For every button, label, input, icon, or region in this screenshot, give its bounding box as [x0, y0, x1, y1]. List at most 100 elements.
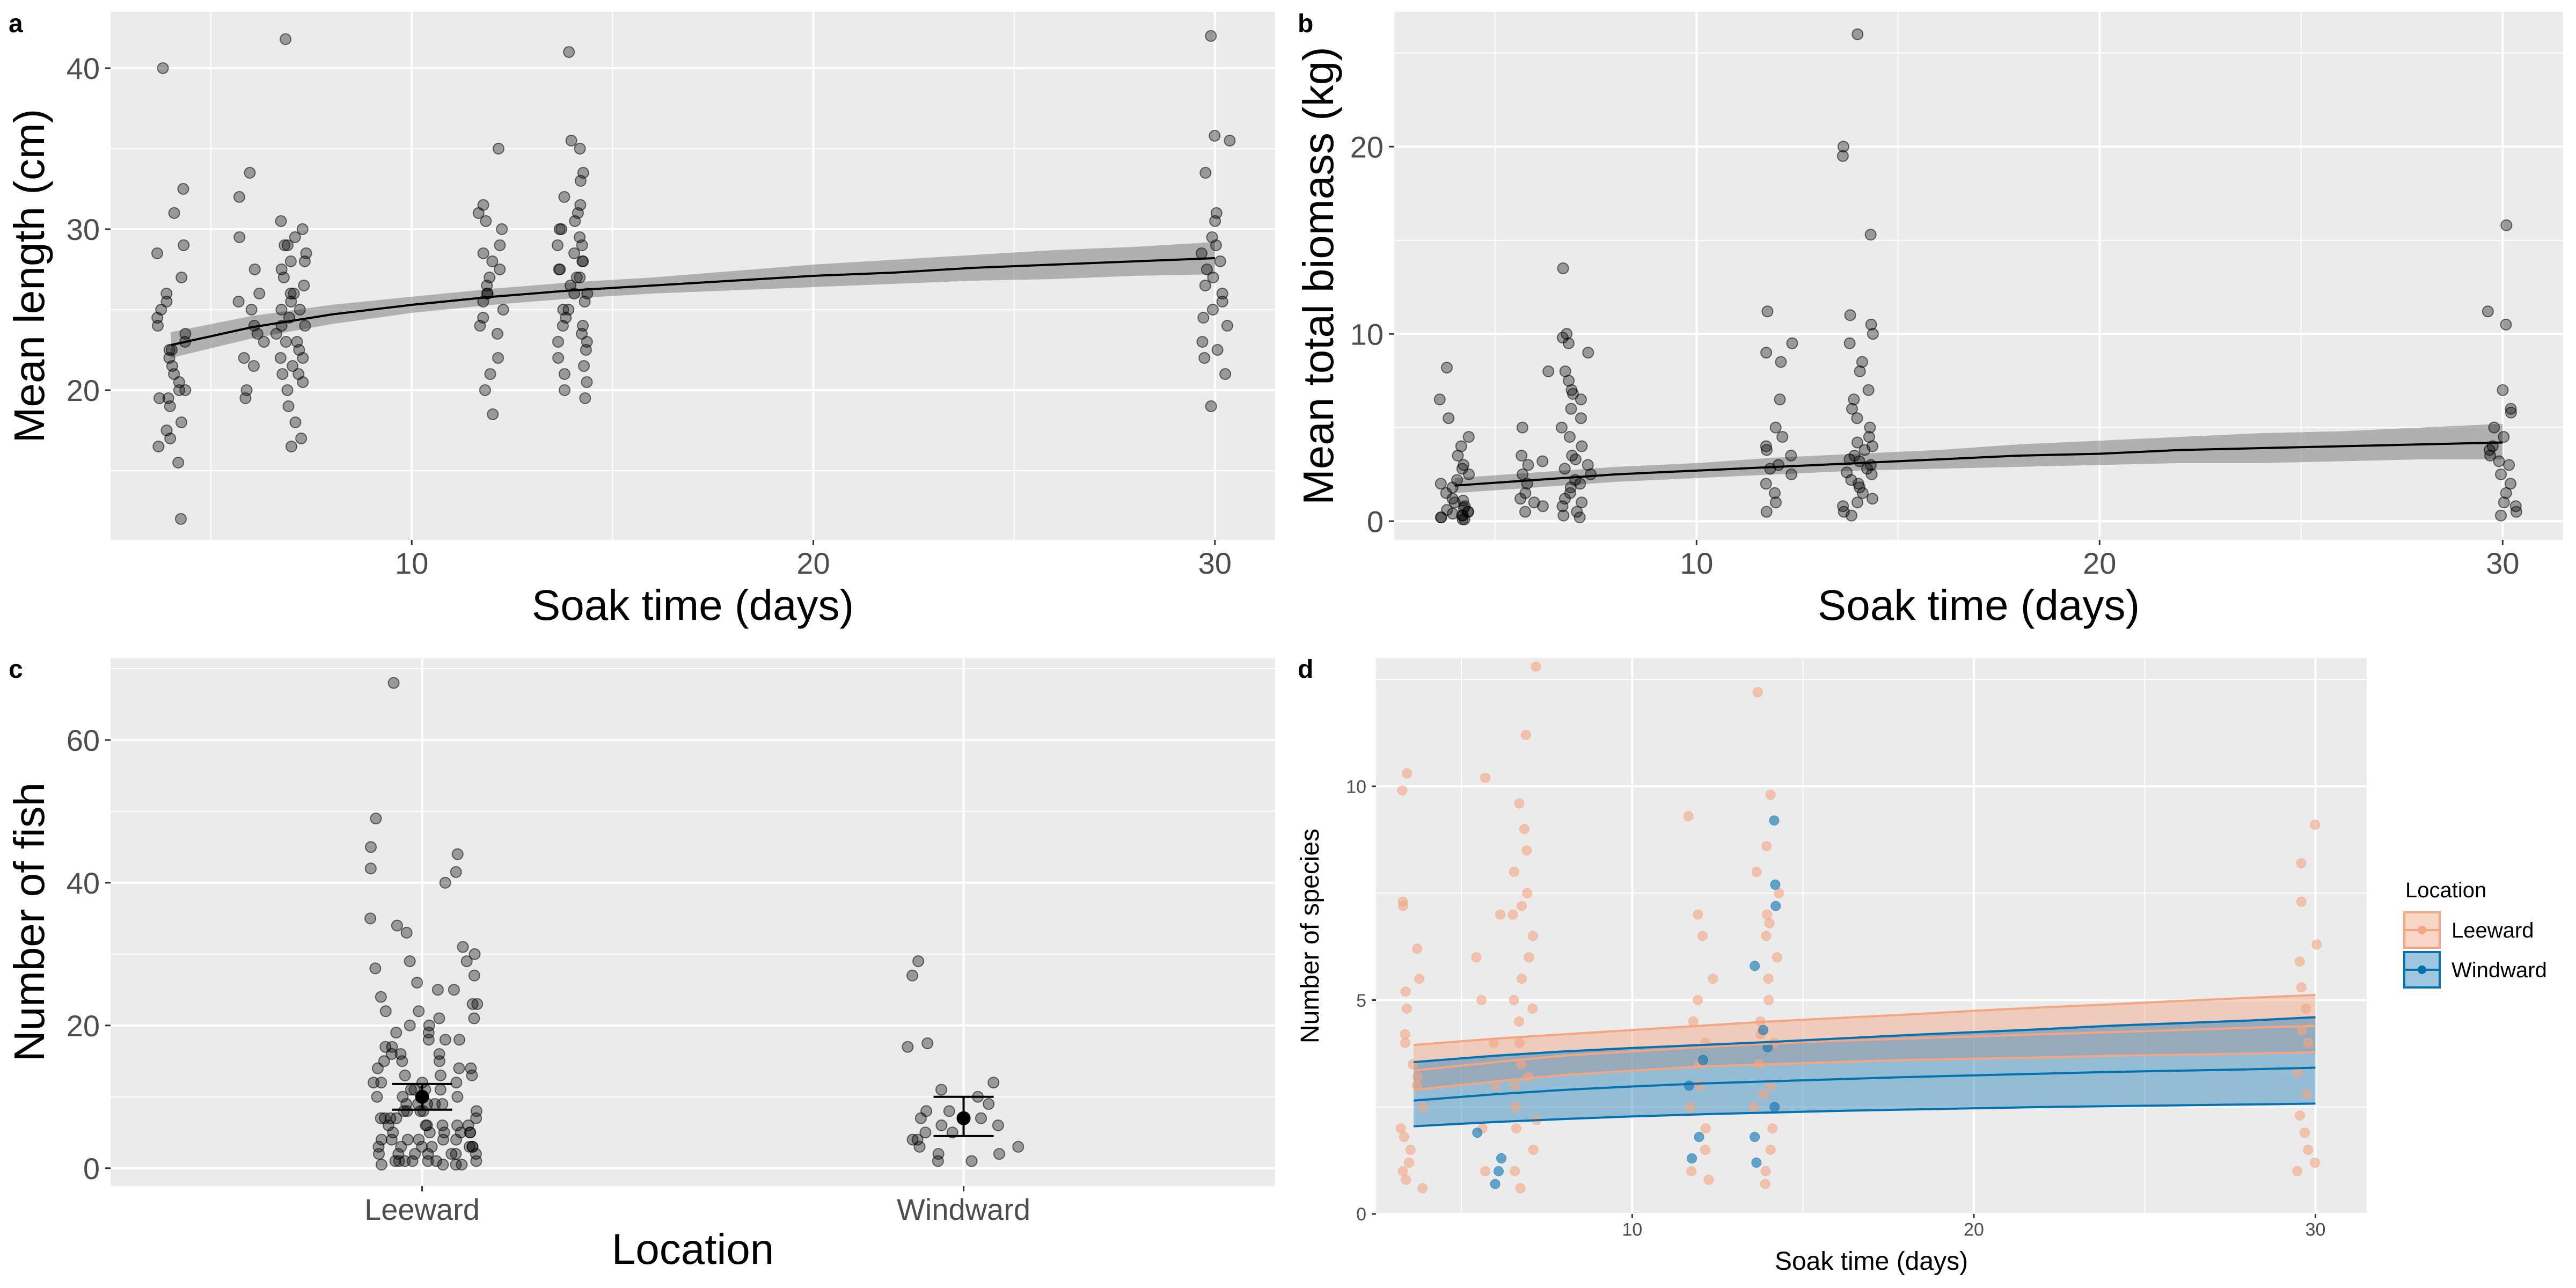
data-point	[486, 255, 499, 267]
data-point	[426, 1140, 438, 1153]
data-point-leeward	[1758, 1089, 1769, 1100]
data-point	[576, 239, 588, 251]
data-point	[296, 223, 309, 235]
data-point	[298, 280, 310, 291]
data-point	[466, 1069, 478, 1081]
data-point	[580, 344, 592, 356]
data-point	[163, 344, 175, 356]
panel-b: b 0 10 20 10 20 30 Soak time (days) Mean tota…	[1294, 10, 2563, 629]
data-point-leeward	[2294, 956, 2305, 967]
data-point-leeward	[1772, 952, 1782, 963]
data-point	[474, 320, 486, 332]
data-point	[375, 1112, 387, 1124]
data-point	[248, 264, 261, 275]
data-point	[2500, 318, 2512, 331]
data-point	[492, 143, 504, 155]
panel-c-ticks: 0 20 40 60 Leeward Windward	[67, 723, 1030, 1226]
data-point	[1761, 305, 1774, 318]
data-point	[1435, 478, 1447, 490]
x-tick-label: 20	[796, 546, 830, 580]
data-point	[398, 1105, 410, 1117]
data-point	[1562, 337, 1575, 349]
data-point	[411, 977, 423, 989]
data-point	[1775, 356, 1787, 368]
data-point	[1575, 412, 1587, 425]
panel-a-points	[151, 30, 1236, 525]
data-point-leeward	[1395, 1123, 1406, 1134]
data-point	[1864, 229, 1877, 241]
data-point	[179, 384, 192, 396]
data-point	[373, 1148, 385, 1160]
data-point-leeward	[1531, 661, 1541, 672]
x-tick-label: 30	[2486, 546, 2519, 580]
data-point	[470, 1155, 482, 1167]
data-point	[151, 247, 163, 259]
data-point	[164, 400, 176, 412]
data-point	[1760, 506, 1773, 518]
data-point	[1199, 280, 1211, 291]
y-tick-label: 40	[67, 866, 100, 900]
x-tick-label: 30	[2306, 1219, 2326, 1240]
data-point-leeward	[1507, 909, 1518, 920]
data-point	[1536, 455, 1549, 467]
data-point	[558, 384, 570, 396]
panel-a-ticks: 20 30 40 10 20 30	[67, 52, 1232, 580]
panel-d-minor-grid	[1376, 658, 2367, 1214]
data-point	[912, 955, 925, 968]
data-point-leeward	[1527, 931, 1538, 941]
data-point-windward	[1472, 1128, 1483, 1138]
data-point	[1785, 449, 1797, 462]
data-point	[382, 1119, 394, 1131]
data-point	[160, 288, 173, 299]
data-point-leeward	[1399, 1132, 1409, 1143]
data-point-leeward	[1417, 1183, 1428, 1194]
data-point	[1841, 466, 1853, 479]
data-point	[1210, 239, 1222, 251]
data-point-leeward	[1748, 1102, 1759, 1113]
data-point	[1867, 493, 1879, 505]
data-point-leeward	[1700, 1144, 1711, 1155]
data-point	[1865, 468, 1878, 480]
panel-d-background	[1376, 658, 2367, 1214]
data-point	[282, 400, 295, 412]
data-point	[1844, 309, 1856, 321]
data-point	[397, 1091, 409, 1103]
data-point-leeward	[2300, 1128, 2310, 1138]
panel-a-y-title: Mean length (cm)	[5, 109, 53, 443]
data-point	[244, 167, 256, 179]
data-point	[1216, 296, 1228, 308]
data-point-windward	[1750, 961, 1760, 971]
data-point-windward	[1751, 1157, 1762, 1168]
data-point	[371, 1091, 383, 1103]
data-point	[471, 998, 484, 1010]
data-point-leeward	[1400, 1029, 1410, 1040]
data-point	[453, 1062, 465, 1074]
data-point	[173, 376, 185, 388]
data-point	[437, 1159, 449, 1171]
data-point-leeward	[2310, 1157, 2321, 1168]
data-point	[297, 376, 309, 388]
panel-b-ticks: 0 10 20 10 20 30	[1350, 130, 2520, 580]
data-point	[552, 352, 565, 364]
panel-d-tag: d	[1298, 655, 1313, 684]
data-point	[568, 247, 581, 259]
data-point	[445, 1148, 458, 1160]
data-point-leeward	[1480, 772, 1491, 783]
y-tick-label: 40	[67, 52, 100, 85]
data-point	[1196, 336, 1209, 348]
data-point-leeward	[1400, 1037, 1411, 1048]
data-point	[2510, 506, 2522, 518]
data-point	[401, 1105, 413, 1117]
data-point	[1209, 130, 1221, 142]
data-point	[487, 408, 499, 420]
data-point	[281, 384, 294, 396]
data-point	[554, 264, 566, 275]
data-point	[462, 1119, 474, 1131]
data-point-windward	[1769, 815, 1780, 826]
data-point	[1769, 496, 1782, 509]
data-point	[576, 255, 589, 267]
data-point	[1565, 402, 1577, 415]
data-point	[1760, 347, 1773, 359]
data-point	[1769, 421, 1782, 434]
panel-b-points	[1433, 28, 2522, 525]
